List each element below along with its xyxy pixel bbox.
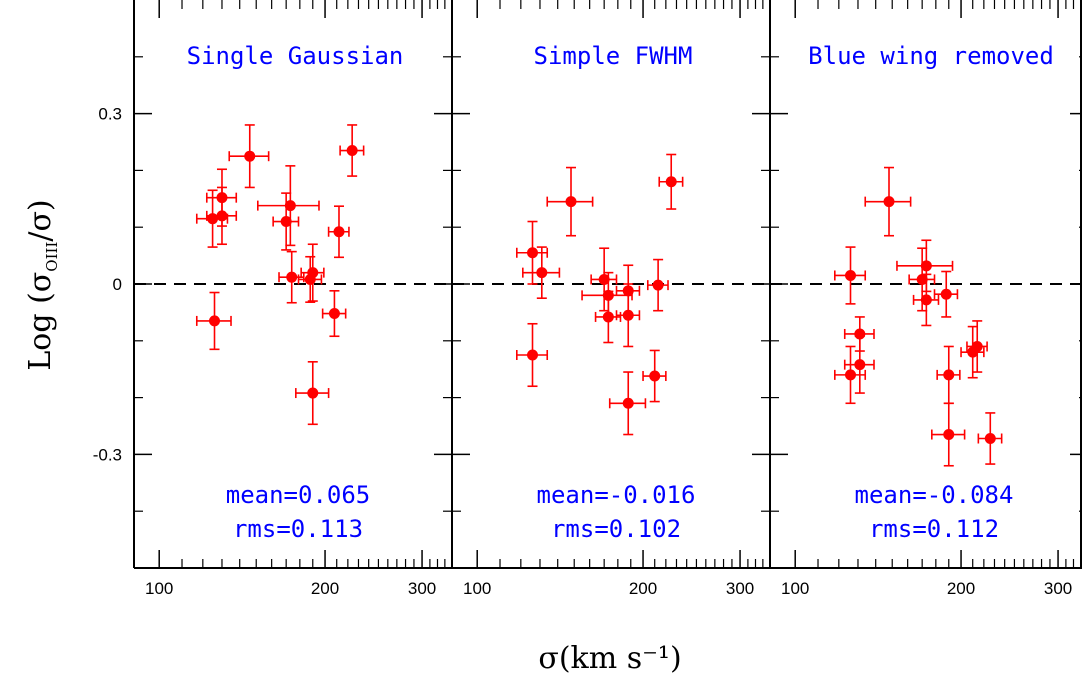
data-point (642, 349, 667, 403)
data-marker (307, 387, 319, 399)
data-marker (527, 247, 539, 259)
data-marker (854, 328, 866, 340)
data-point (590, 247, 618, 312)
data-point (912, 273, 940, 327)
panel-1: 100 200 300 0.3 0 -0.3 Single Gaussian mean=0.0… (93, 0, 452, 598)
data-marker (280, 216, 292, 228)
rms-label: rms=0.112 (869, 515, 999, 543)
data-marker (602, 311, 614, 323)
panel-2: 100 200 300 Simple FWHM mean=-0.016 rms=0.102 (451, 0, 770, 598)
data-marker (565, 196, 577, 208)
x-tick-label: 200 (947, 579, 975, 598)
data-point (516, 220, 549, 285)
x-axis-label: σ(km s⁻¹) (538, 641, 681, 676)
data-point (615, 283, 641, 348)
data-point (339, 124, 365, 177)
data-point (864, 166, 912, 237)
data-point (257, 165, 320, 247)
data-point (960, 325, 985, 379)
panels-layer: 100 200 300 0.3 0 -0.3 Single Gaussian mean=0.0… (93, 0, 1082, 598)
data-marker (883, 196, 895, 208)
data-marker (207, 213, 219, 225)
y-axis-label: Log (σOIII/σ) (23, 199, 61, 370)
data-marker (971, 340, 983, 352)
data-point (896, 239, 954, 293)
data-marker (622, 309, 634, 321)
data-point (608, 371, 647, 436)
panel-3: 100 200 300 Blue wing removed mean=-0.084 rms… (769, 0, 1082, 598)
data-marker (984, 432, 996, 444)
data-marker (216, 192, 228, 204)
y-axis-title: Log (σOIII/σ) (23, 199, 61, 370)
data-point (933, 270, 959, 318)
data-point (295, 361, 330, 426)
data-marker (854, 359, 866, 371)
panel-title: Blue wing removed (808, 42, 1054, 70)
data-point (278, 250, 305, 304)
data-point (936, 345, 961, 405)
data-point (272, 192, 300, 251)
data-point (843, 316, 875, 352)
data-point (522, 246, 561, 300)
mean-label: mean=-0.084 (855, 481, 1014, 509)
mean-label: mean=-0.016 (537, 481, 696, 509)
data-point (966, 320, 988, 373)
x-tick-label: 100 (145, 579, 173, 598)
data-marker (649, 370, 661, 382)
data-marker (536, 267, 548, 279)
data-marker (284, 200, 296, 212)
data-marker (665, 176, 677, 188)
data-marker (209, 315, 221, 327)
data-point (228, 124, 270, 189)
data-marker (328, 308, 340, 320)
data-point (297, 255, 323, 303)
data-marker (346, 145, 358, 157)
data-marker (943, 369, 955, 381)
data-marker (652, 279, 664, 291)
data-point (834, 345, 867, 405)
data-point (546, 166, 594, 237)
data-marker (845, 369, 857, 381)
data-marker (845, 269, 857, 281)
data-point (195, 291, 232, 351)
x-tick-label: 200 (629, 579, 657, 598)
mean-label: mean=0.065 (226, 481, 371, 509)
x-tick-label: 200 (311, 579, 339, 598)
data-marker (622, 397, 634, 409)
data-point (977, 412, 1003, 465)
data-point (658, 153, 684, 210)
x-tick-label: 100 (781, 579, 809, 598)
data-point (300, 243, 325, 302)
x-tick-label: 300 (1044, 579, 1072, 598)
panel-title: Single Gaussian (187, 42, 404, 70)
data-point (646, 258, 669, 312)
data-marker (920, 260, 932, 272)
x-tick-label: 300 (726, 579, 754, 598)
data-marker (307, 267, 319, 279)
data-point (834, 246, 867, 305)
y-tick-label: 0.3 (98, 105, 122, 124)
data-point (327, 205, 350, 259)
rms-label: rms=0.102 (551, 515, 681, 543)
x-tick-label: 100 (463, 579, 491, 598)
rms-label: rms=0.113 (233, 515, 363, 543)
data-marker (920, 294, 932, 306)
data-marker (244, 150, 256, 162)
data-marker (333, 226, 345, 238)
y-tick-label: 0 (113, 275, 122, 294)
y-tick-label: -0.3 (93, 445, 122, 464)
data-point (205, 168, 238, 227)
panel-title: Simple FWHM (534, 42, 693, 70)
data-marker (943, 429, 955, 441)
data-point (931, 402, 966, 467)
data-marker (916, 273, 928, 285)
data-point (516, 322, 549, 388)
data-marker (598, 273, 610, 285)
x-tick-label: 300 (408, 579, 436, 598)
data-point (321, 290, 347, 338)
data-marker (286, 271, 298, 283)
data-marker (527, 349, 539, 361)
data-marker (940, 288, 952, 300)
